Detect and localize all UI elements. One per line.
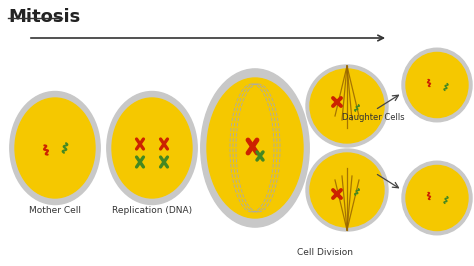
Text: Daughter Cells: Daughter Cells [342, 113, 404, 122]
Ellipse shape [310, 153, 384, 227]
Ellipse shape [406, 165, 468, 231]
Ellipse shape [402, 161, 472, 235]
Ellipse shape [310, 69, 384, 143]
Text: Cell Division: Cell Division [297, 248, 353, 257]
Text: Mitosis: Mitosis [8, 8, 80, 26]
Text: Replication (DNA): Replication (DNA) [112, 206, 192, 215]
Ellipse shape [306, 149, 388, 231]
Ellipse shape [10, 92, 100, 205]
Ellipse shape [402, 48, 472, 122]
Ellipse shape [112, 98, 192, 198]
Ellipse shape [306, 65, 388, 147]
Ellipse shape [406, 52, 468, 118]
Ellipse shape [107, 92, 197, 205]
Ellipse shape [15, 98, 95, 198]
Ellipse shape [201, 69, 309, 227]
Ellipse shape [207, 78, 303, 218]
Text: Mother Cell: Mother Cell [29, 206, 81, 215]
